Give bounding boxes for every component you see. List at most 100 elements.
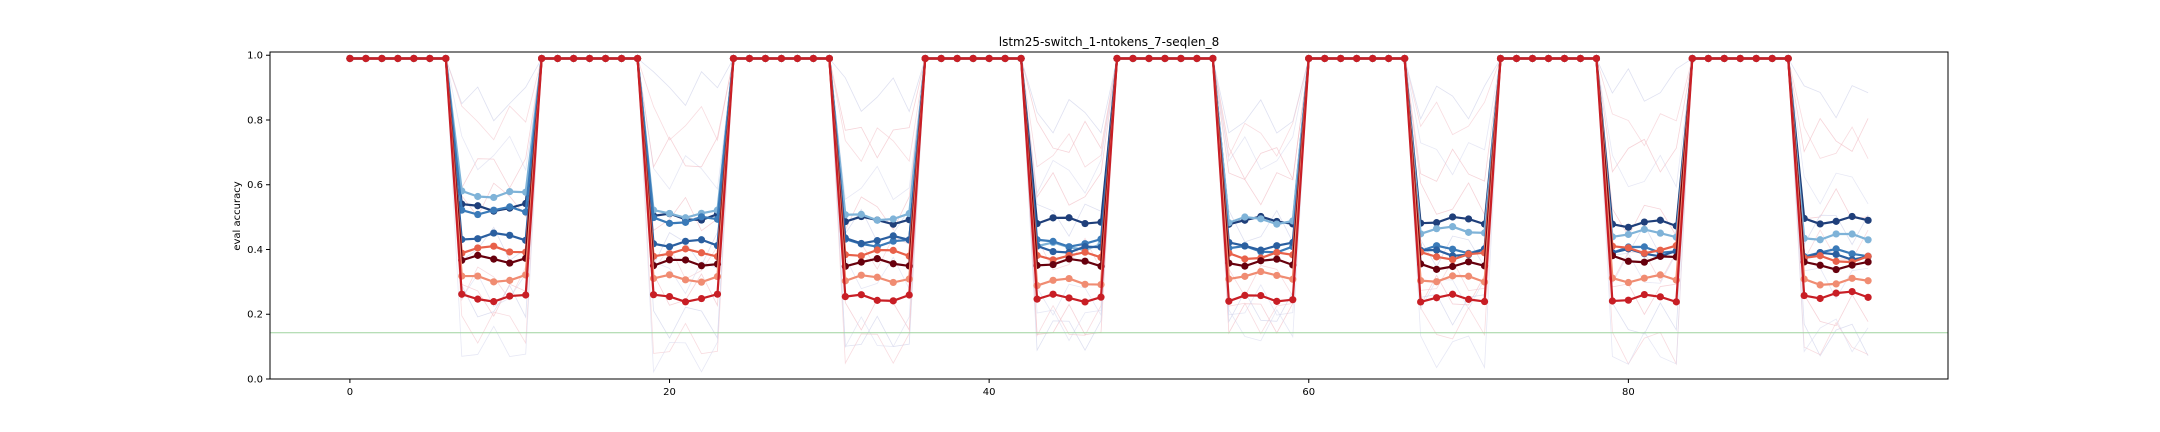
data-point [506,231,514,239]
data-point [1464,250,1473,258]
data-point [1369,54,1377,63]
y-axis-label: eval accuracy [232,181,243,250]
data-point [1480,297,1489,306]
data-point [506,276,514,284]
data-point [602,54,610,63]
data-point [1576,54,1585,63]
data-point [1448,256,1457,264]
data-point [697,294,706,303]
data-point [665,271,674,279]
data-point [793,54,801,63]
data-point [889,237,897,245]
data-point [1273,255,1281,263]
data-point [1848,230,1856,238]
data-point [1512,54,1521,63]
data-point [873,255,881,263]
data-point [1720,54,1728,63]
data-point [1640,225,1648,234]
data-point [1560,54,1569,63]
data-point [490,242,498,250]
data-point [1864,252,1872,260]
data-point [873,296,881,304]
data-point [1656,252,1664,260]
data-point [1305,54,1313,63]
data-point [1257,291,1265,300]
data-point [809,54,817,63]
data-point [1464,272,1473,280]
x-tick-label: 80 [1622,387,1635,398]
data-point [1065,255,1073,263]
data-point [889,297,897,305]
data-point [1177,54,1185,63]
data-point [1081,280,1089,288]
data-point [442,54,450,63]
data-point [538,54,546,63]
x-axis: 0 20 40 60 80 [347,379,1635,398]
data-point [1656,246,1664,254]
data-point [1273,220,1281,228]
data-point [378,54,386,63]
data-point [1672,298,1680,306]
data-point [1816,281,1824,289]
data-point [1161,54,1169,63]
y-tick-label: 0.0 [247,375,263,386]
data-point [1640,290,1648,299]
data-point [1417,298,1425,306]
data-point [713,290,722,298]
data-point [1816,252,1824,260]
data-point [681,276,690,284]
data-point [873,237,881,245]
y-tick-label: 0.2 [247,310,263,321]
data-point [1448,223,1457,231]
data-point [1065,294,1073,302]
data-point [889,220,897,228]
data-point [1241,272,1249,280]
data-point [1640,243,1648,251]
data-point [1257,257,1265,265]
data-point [1289,296,1297,304]
data-point [1848,287,1856,296]
data-point [506,248,514,256]
data-point [474,202,482,210]
data-point [1848,250,1856,258]
data-point [1592,54,1601,63]
data-point [1001,54,1009,63]
x-tick-label: 40 [983,387,996,398]
data-point [554,54,562,63]
data-point [1241,255,1249,263]
data-point [458,290,466,298]
data-point [1800,291,1808,300]
data-point [1209,54,1217,63]
data-point [490,206,498,214]
x-tick-label: 20 [663,387,676,398]
data-point [697,278,706,286]
data-point [1736,54,1744,63]
data-point [1049,247,1057,256]
data-point [1464,295,1473,303]
data-point [1081,219,1089,228]
data-point [873,246,881,254]
data-point [649,291,658,299]
data-point [665,250,674,258]
data-point [665,209,674,218]
data-point [1832,280,1840,288]
data-point [1624,296,1632,304]
data-point [1832,265,1840,274]
data-point [1033,295,1041,303]
data-point [570,54,578,63]
data-point [697,213,706,221]
data-point [426,54,434,63]
data-point [1656,216,1664,224]
data-point [617,54,626,63]
data-point [1640,218,1648,226]
data-point [1848,212,1856,221]
data-point [1321,54,1329,63]
data-point [1049,214,1057,222]
data-point [1081,248,1089,256]
data-point [1608,297,1616,305]
data-point [1257,215,1265,223]
data-point [681,245,690,253]
data-point [506,203,514,211]
data-point [1049,290,1057,298]
data-point [1640,274,1648,282]
